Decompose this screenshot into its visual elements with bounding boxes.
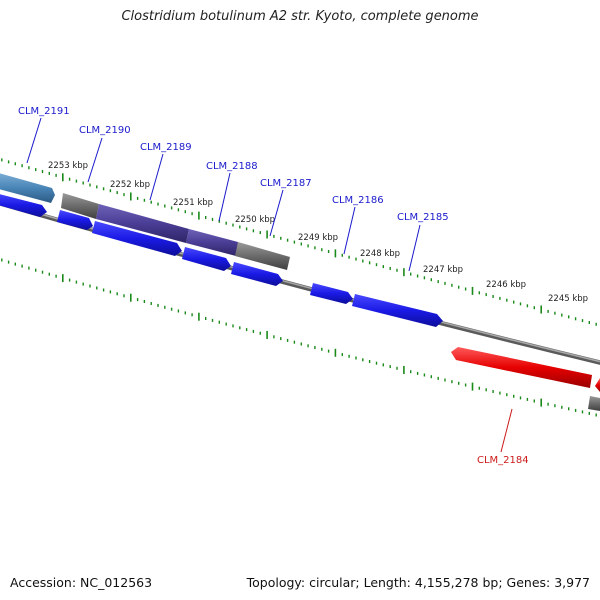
scale-label-2246: 2246 kbp [486,280,526,290]
accession-text: Accession: NC_012563 [10,575,153,590]
map-title: Clostridium botulinum A2 str. Kyoto, com… [121,9,479,24]
gene-fwd-f [310,283,353,304]
gene-label-clm2184: CLM_2184 [477,455,529,466]
leader-clm2186 [343,206,356,255]
scale-label-2248: 2248 kbp [360,249,400,259]
gene-fwd-e [231,262,283,286]
gene-label-clm2191: CLM_2191 [18,106,70,117]
gene-clm2188 [186,229,238,256]
gene-gray-edge [588,396,600,411]
gene-label-clm2186: CLM_2186 [332,195,384,206]
leader-clm2190 [87,137,103,183]
gene-label-clm2189: CLM_2189 [140,142,192,153]
scale-label-2250: 2250 kbp [235,215,275,225]
gene-fwd-b [57,210,93,230]
gene-fwd-g [352,294,443,327]
scale-label-2249: 2249 kbp [298,233,338,243]
gene-clm2187 [235,242,290,270]
scale-label-2253: 2253 kbp [48,161,88,171]
gene-clm2190 [61,193,99,219]
gene-clm2189 [96,204,189,243]
gene-label-clm2188: CLM_2188 [206,161,258,172]
leader-clm2187 [269,189,284,237]
gene-fwd-c [92,221,182,256]
gene-fwd-d [182,247,231,271]
gene-fwd-a [0,194,47,217]
leader-clm2188 [218,172,231,222]
scale-label-2252: 2252 kbp [110,180,150,190]
gene-label-clm2190: CLM_2190 [79,125,131,136]
gene-label-clm2187: CLM_2187 [260,178,312,189]
leader-clm2184 [500,408,513,453]
scale-label-2247: 2247 kbp [423,265,463,275]
genome-summary-text: Topology: circular; Length: 4,155,278 bp… [246,575,590,590]
gene-clm2184 [451,347,592,388]
scale-label-2245: 2245 kbp [548,294,588,304]
scale-ticks-outer [1,158,597,326]
leader-clm2191 [26,117,42,164]
gene-clm2191 [0,173,55,203]
gene-label-clm2185: CLM_2185 [397,212,449,223]
scale-label-2251: 2251 kbp [173,198,213,208]
gene-rev-edge [595,378,600,392]
scale-ticks-inner [1,258,597,417]
leader-clm2185 [408,224,421,272]
leader-clm2189 [149,153,164,201]
